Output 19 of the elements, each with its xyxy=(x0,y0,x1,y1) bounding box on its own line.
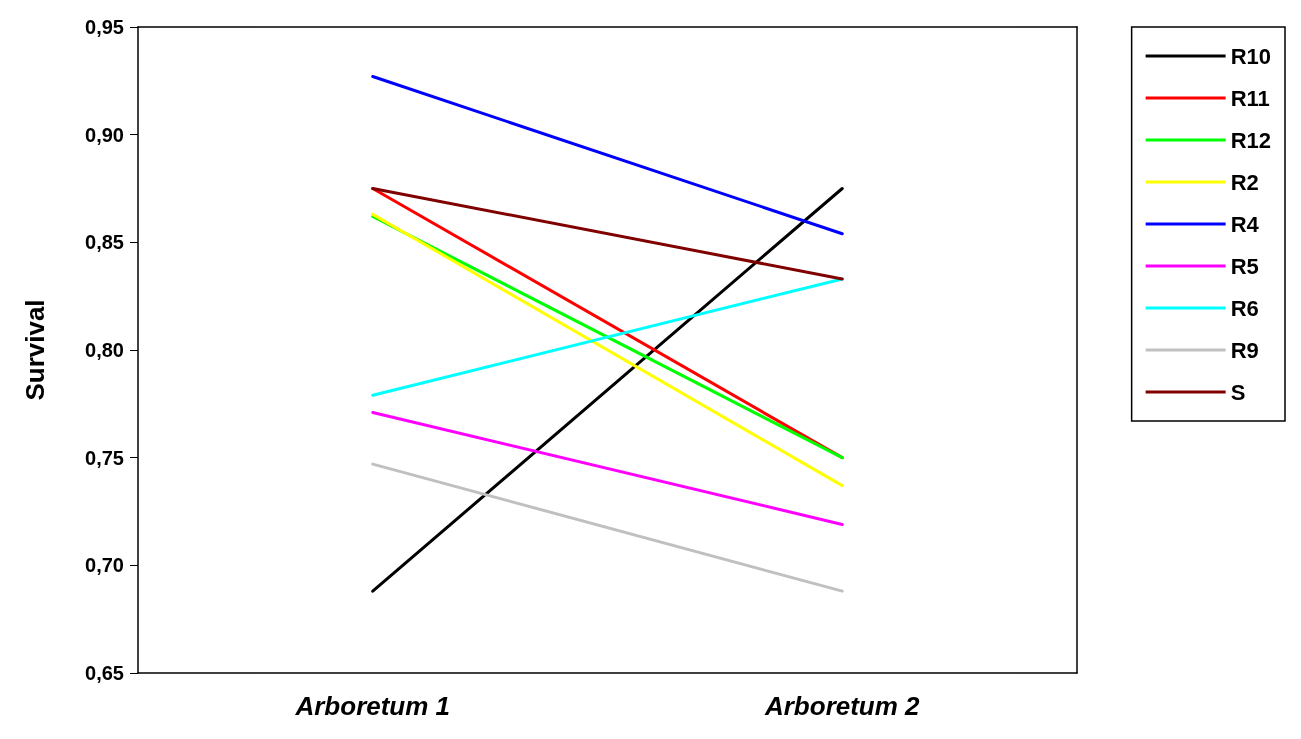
legend-label: R12 xyxy=(1230,127,1271,153)
legend-label: R10 xyxy=(1230,43,1271,69)
y-tick-label: 0,70 xyxy=(85,554,124,577)
y-tick-label: 0,75 xyxy=(85,446,124,469)
x-tick-label: Arboretum 2 xyxy=(763,691,921,721)
y-axis-title: Survival xyxy=(20,299,50,401)
legend-label: R5 xyxy=(1230,253,1259,279)
legend-label: R4 xyxy=(1230,211,1260,237)
y-tick-label: 0,85 xyxy=(85,231,124,254)
legend-label: R9 xyxy=(1230,337,1259,363)
legend-label: R11 xyxy=(1230,85,1270,111)
y-tick-label: 0,80 xyxy=(85,339,124,361)
y-tick-label: 0,65 xyxy=(85,662,124,684)
y-tick-label: 0,95 xyxy=(85,16,124,38)
y-tick-label: 0,90 xyxy=(85,123,124,146)
x-tick-label: Arboretum 1 xyxy=(294,691,451,721)
legend-label: S xyxy=(1230,379,1246,405)
legend-label: R6 xyxy=(1230,295,1259,321)
legend-label: R2 xyxy=(1230,169,1259,195)
